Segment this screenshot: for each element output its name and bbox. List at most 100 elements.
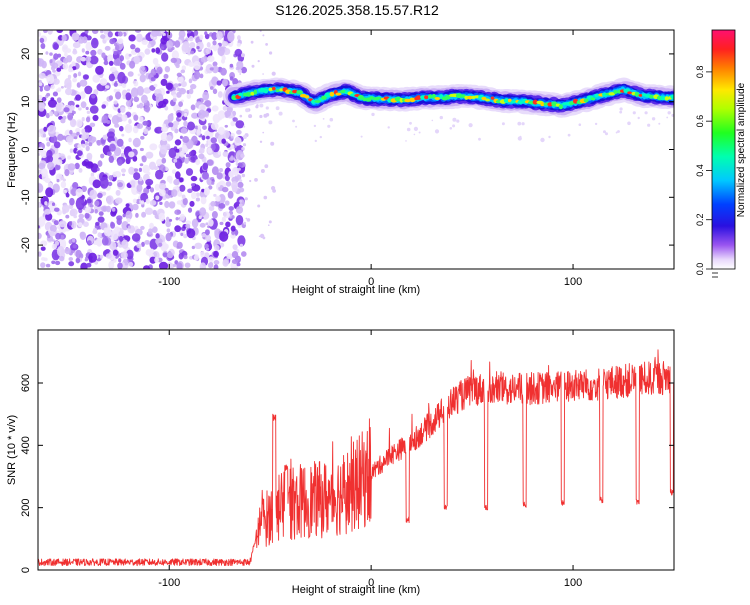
noise-dot [121, 221, 129, 231]
ridge-hotspot [431, 93, 436, 99]
noise-dot [114, 123, 120, 128]
noise-dot [99, 176, 109, 189]
noise-dot [232, 78, 239, 86]
ridge-halo-dot [658, 122, 661, 125]
ridge-hotspot [670, 94, 674, 100]
noise-dot [224, 124, 228, 128]
noise-dot [251, 64, 255, 68]
noise-dot [228, 170, 235, 178]
colorbar-tick-label: 0.4 [695, 164, 705, 177]
noise-dot [145, 178, 154, 186]
noise-dot [87, 240, 92, 246]
noise-dot [60, 235, 65, 239]
noise-dot [143, 265, 150, 269]
noise-dot [191, 245, 196, 250]
noise-dot [189, 151, 194, 156]
noise-dot [191, 218, 199, 228]
noise-dot [151, 48, 156, 53]
noise-dot [141, 94, 148, 104]
noise-dot [113, 147, 122, 157]
noise-dot [173, 83, 179, 88]
noise-dot [260, 169, 265, 173]
noise-dot [115, 189, 121, 196]
ridge-hotspot [329, 91, 335, 97]
noise-dot [166, 40, 174, 49]
noise-dot [185, 220, 191, 225]
noise-dot [136, 86, 144, 96]
noise-dot [156, 66, 163, 75]
noise-dot [182, 197, 188, 206]
noise-dot [158, 261, 169, 269]
noise-dot [92, 30, 99, 34]
noise-dot [56, 245, 65, 257]
noise-dot [209, 86, 214, 90]
noise-dot [188, 35, 194, 42]
ridge-hotspot [375, 96, 382, 100]
noise-dot [72, 90, 77, 95]
noise-dot [171, 189, 178, 197]
ridge-halo-dot [615, 131, 618, 134]
noise-dot [108, 114, 113, 118]
noise-dot [139, 147, 144, 152]
noise-dot [97, 192, 103, 199]
noise-dot [235, 206, 244, 214]
noise-dot [112, 171, 118, 178]
noise-dot [272, 189, 276, 193]
noise-dot [80, 101, 87, 109]
noise-dot [239, 199, 243, 203]
ridge-hotspot [455, 93, 463, 99]
noise-dot [211, 105, 219, 112]
noise-dot [68, 221, 73, 226]
ridge-hotspot [434, 97, 441, 100]
noise-dot [175, 171, 181, 180]
noise-dot [128, 166, 135, 175]
noise-dot [38, 251, 42, 257]
noise-dot [248, 114, 253, 119]
ridge-halo-dot [452, 117, 457, 122]
noise-dot [257, 60, 260, 63]
noise-dot [117, 182, 123, 188]
noise-dot [171, 50, 179, 61]
noise-dot [71, 187, 78, 197]
noise-dot [246, 218, 251, 222]
snr-dropout-point [445, 507, 447, 509]
noise-dot [235, 66, 240, 71]
noise-dot [111, 115, 120, 125]
noise-dot [176, 72, 182, 78]
noise-dot [108, 260, 115, 269]
snr-dropout-point [273, 416, 275, 418]
noise-dot [122, 213, 126, 218]
noise-dot [194, 125, 199, 130]
noise-dot [178, 101, 184, 107]
frequency-ridge-layer [222, 77, 674, 143]
noise-dot [128, 119, 132, 124]
noise-dot [236, 262, 241, 267]
noise-dot [165, 220, 171, 228]
noise-dot [77, 71, 82, 77]
noise-dot [232, 117, 238, 122]
noise-dot [241, 147, 246, 151]
noise-dot [237, 235, 246, 247]
noise-dot [202, 125, 207, 130]
noise-dot [189, 42, 196, 49]
noise-dot [146, 185, 152, 190]
noise-dot [199, 207, 207, 217]
noise-dot [182, 136, 190, 143]
noise-dot [55, 232, 61, 240]
snr-series-layer [38, 349, 674, 567]
noise-dot [85, 116, 91, 123]
noise-dot [126, 88, 131, 92]
ridge-halo-dot [418, 131, 421, 134]
noise-dot [80, 56, 86, 62]
noise-dot [141, 39, 148, 45]
y-tick-label: 0 [20, 567, 32, 573]
noise-dot [114, 44, 120, 51]
noise-dot [99, 78, 108, 86]
spectrogram-y-ticks: 20 10 0 -10 -20 [20, 48, 674, 253]
ridge-hotspot [335, 92, 342, 96]
x-tick-label: 100 [564, 577, 582, 589]
noise-dot [145, 198, 150, 204]
noise-dot [117, 262, 123, 269]
noise-dot [161, 157, 167, 164]
noise-dot [46, 74, 55, 85]
